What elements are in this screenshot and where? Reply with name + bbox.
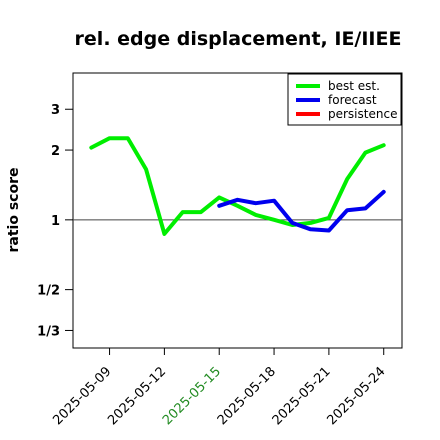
plot-area: 1/31/21232025-05-092025-05-122025-05-152… xyxy=(37,73,402,428)
x-tick-label: 2025-05-24 xyxy=(325,364,389,428)
legend-label: persistence xyxy=(328,107,397,121)
y-tick-label: 3 xyxy=(51,103,60,118)
legend-label: best est. xyxy=(328,79,380,93)
x-tick-label: 2025-05-12 xyxy=(105,364,169,428)
y-axis-label: ratio score xyxy=(6,168,22,253)
x-tick-label: 2025-05-21 xyxy=(270,364,334,428)
y-tick-label: 1/2 xyxy=(37,284,60,299)
y-tick-label: 1 xyxy=(51,214,60,229)
legend-label: forecast xyxy=(328,93,377,107)
y-tick-label: 1/3 xyxy=(37,324,60,339)
y-tick-label: 2 xyxy=(51,144,60,159)
chart-title: rel. edge displacement, IE/IIEE xyxy=(75,28,402,50)
